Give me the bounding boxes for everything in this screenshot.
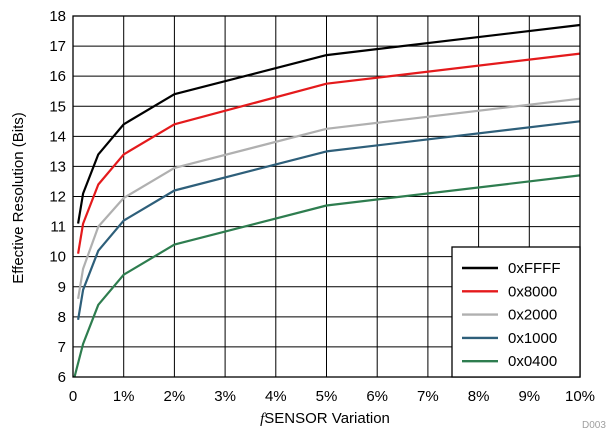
y-tick-label: 13 — [49, 158, 66, 175]
legend-label: 0x1000 — [508, 330, 557, 347]
x-axis-title-prefix: f — [260, 411, 266, 427]
legend-label: 0x2000 — [508, 307, 557, 324]
series-line-0xffff — [77, 23, 581, 224]
series-line-0x1000 — [77, 120, 581, 320]
x-axis-title-text: SENSOR Variation — [264, 410, 390, 427]
x-tick-label: 2% — [164, 388, 186, 405]
x-tick-label: 4% — [265, 388, 287, 405]
y-tick-label: 14 — [49, 128, 66, 145]
y-tick-label: 11 — [50, 219, 66, 236]
y-tick-label: 18 — [49, 8, 66, 25]
y-tick-label: 16 — [49, 68, 66, 85]
x-tick-label: 5% — [316, 388, 338, 405]
x-tick-label: 6% — [366, 388, 388, 405]
y-tick-label: 12 — [49, 189, 66, 206]
x-axis-title: fSENSOR Variation — [260, 410, 390, 427]
x-tick-label: 0 — [69, 388, 77, 405]
series-line-0x0400 — [73, 174, 581, 378]
y-tick-label: 9 — [58, 279, 66, 296]
legend-label: 0x8000 — [508, 283, 557, 300]
y-axis-title: Effective Resolution (Bits) — [10, 112, 27, 283]
x-tick-label: 10% — [565, 388, 595, 405]
x-tick-label: 8% — [468, 388, 490, 405]
x-tick-label: 9% — [518, 388, 540, 405]
figure-code: D003 — [582, 420, 606, 431]
x-tick-label: 7% — [417, 388, 439, 405]
plot-frame — [72, 15, 581, 378]
y-tick-label: 6 — [58, 369, 66, 386]
series-line-0x8000 — [77, 52, 581, 254]
y-tick-label: 7 — [58, 339, 66, 356]
legend-label: 0x0400 — [508, 353, 557, 370]
x-tick-label: 1% — [113, 388, 135, 405]
y-tick-label: 15 — [49, 98, 66, 115]
x-tick-label: 3% — [214, 388, 236, 405]
legend-label: 0xFFFF — [508, 260, 561, 277]
y-tick-label: 10 — [49, 249, 66, 266]
series-line-0x2000 — [77, 97, 581, 299]
y-tick-label: 8 — [58, 309, 66, 326]
y-tick-label: 17 — [49, 38, 66, 55]
